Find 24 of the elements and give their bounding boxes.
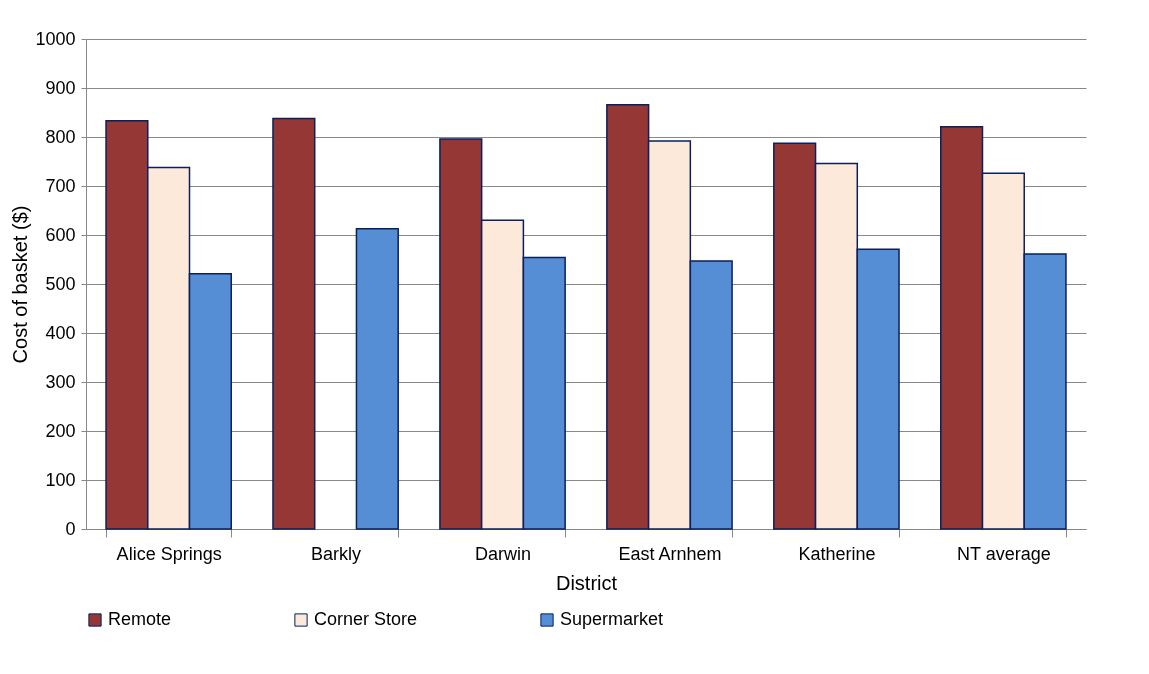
- x-tick-label: NT average: [957, 543, 1051, 564]
- y-tick-label: 500: [45, 273, 76, 294]
- y-tick-label: 900: [45, 77, 76, 98]
- legend-label: Supermarket: [560, 609, 664, 629]
- x-axis-title: District: [555, 571, 618, 594]
- x-tick-label: Darwin: [475, 543, 532, 564]
- y-tick-label: 200: [45, 420, 76, 441]
- x-tick-label: Katherine: [798, 543, 876, 564]
- x-tick-label: Barkly: [311, 543, 362, 564]
- legend-label: Remote: [108, 609, 172, 629]
- bar: [355, 227, 399, 530]
- y-tick-label: 100: [45, 469, 76, 490]
- y-tick-label: 800: [45, 126, 76, 147]
- y-tick-label: 700: [45, 175, 76, 196]
- y-tick-label: 400: [45, 322, 76, 343]
- y-tick-label: 300: [45, 371, 76, 392]
- y-tick-label: 1000: [35, 28, 76, 49]
- x-tick-label: East Arnhem: [618, 543, 722, 564]
- bar: [272, 117, 316, 530]
- legend-label: Corner Store: [314, 609, 418, 629]
- x-tick-label: Alice Springs: [116, 543, 222, 564]
- y-tick-label: 600: [45, 224, 76, 245]
- y-tick-label: 0: [65, 518, 76, 539]
- y-axis-title: Cost of basket ($): [9, 205, 32, 364]
